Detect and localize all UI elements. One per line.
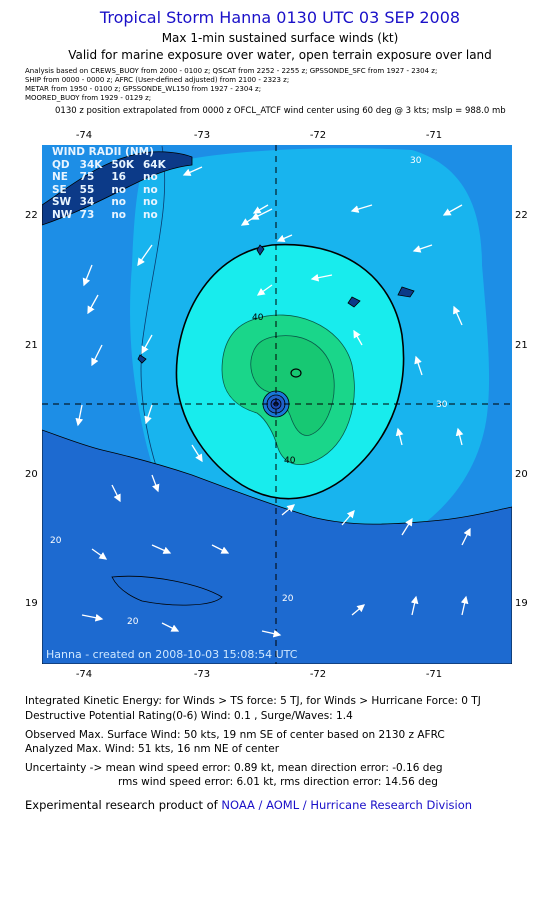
contour-label: 30: [436, 400, 448, 410]
contour-label: 20: [282, 594, 294, 604]
lat-label-left: 20: [25, 469, 38, 480]
product-prefix: Experimental research product of: [25, 798, 218, 812]
wind-radii-row: SE 55 no no: [52, 184, 171, 197]
map-subtitle: Max 1-min sustained surface winds (kt): [161, 31, 399, 45]
lon-label-bottom: -71: [425, 669, 443, 680]
quadrant: NE: [52, 171, 68, 183]
lon-label-top: -73: [193, 130, 211, 141]
radius-50k: 16: [111, 171, 126, 183]
radius-50k: no: [111, 196, 127, 208]
wind-vectors: [75, 166, 471, 638]
radius-34k: 34: [79, 196, 95, 208]
wind-radii-header-row: QD 34K 50K 64K: [52, 159, 171, 172]
lon-label-bottom: -74: [75, 669, 93, 680]
lat-label-left: 21: [25, 340, 38, 351]
lat-label-right: 19: [515, 598, 528, 609]
quadrant: SE: [52, 183, 67, 196]
contour-label: 20: [50, 536, 62, 546]
col-header: 50K: [111, 158, 135, 171]
organization-link[interactable]: NOAA / AOML / Hurricane Research Divisio…: [221, 798, 473, 812]
ike-line: Integrated Kinetic Energy: for Winds > T…: [25, 695, 481, 707]
wind-field-map: 30 40 40 20 20 20 30: [42, 145, 512, 664]
lon-label-bottom: -72: [309, 669, 327, 680]
analysis-line-3: METAR from 1950 - 0100 z; GPSSONDE_WL150…: [25, 85, 262, 93]
radius-34k: 75: [79, 171, 95, 183]
radius-64k: no: [142, 171, 158, 183]
observed-max-wind: Observed Max. Surface Wind: 50 kts, 19 n…: [25, 729, 445, 741]
lat-label-right: 22: [515, 210, 528, 221]
wind-radii-row: NW 73 no no: [52, 209, 171, 222]
analysis-line-4: MOORED_BUOY from 1929 - 0129 z;: [25, 94, 152, 102]
radius-64k: no: [142, 183, 158, 196]
lat-label-left: 22: [25, 210, 38, 221]
position-note: 0130 z position extrapolated from 0000 z…: [55, 106, 506, 116]
analysis-line-2: SHIP from 0000 - 0000 z; AFRC (User-defi…: [25, 76, 290, 84]
lon-label-top: -71: [425, 130, 443, 141]
contour-label: 30: [410, 156, 422, 166]
wind-band-45-50: [250, 335, 335, 436]
contour-label: 40: [284, 456, 296, 466]
radius-34k: 73: [79, 208, 95, 221]
radius-64k: no: [142, 208, 158, 221]
contour-label: 20: [127, 617, 139, 627]
radius-50k: no: [111, 208, 127, 221]
wind-radii-row: SW 34 no no: [52, 196, 171, 209]
product-credit: Experimental research product of NOAA / …: [25, 798, 472, 812]
col-header: 64K: [142, 158, 166, 171]
creation-credit: Hanna - created on 2008-10-03 15:08:54 U…: [46, 648, 298, 661]
analyzed-max-wind: Analyzed Max. Wind: 51 kts, 16 nm NE of …: [25, 743, 280, 755]
radius-64k: no: [142, 196, 158, 208]
col-header: QD: [52, 158, 70, 171]
contour-label: 40: [252, 313, 264, 323]
analysis-line-1: Analysis based on CREWS_BUOY from 2000 -…: [25, 67, 438, 75]
wind-radii-title: WIND RADII (NM): [52, 146, 154, 158]
lat-label-left: 19: [25, 598, 38, 609]
land-masses: [42, 151, 512, 664]
lon-label-top: -74: [75, 130, 93, 141]
max-wind-ring: [290, 368, 302, 378]
col-header: 34K: [79, 158, 103, 171]
dpr-line: Destructive Potential Rating(0-6) Wind: …: [25, 710, 353, 722]
quadrant: NW: [52, 208, 73, 221]
wind-radii-table: WIND RADII (NM) QD 34K 50K 64K NE 75 16 …: [52, 146, 171, 221]
wind-radii-row: NE 75 16 no: [52, 171, 171, 184]
lon-label-bottom: -73: [193, 669, 211, 680]
uncertainty-line-2: rms wind speed error: 6.01 kt, rms direc…: [118, 776, 438, 788]
lat-label-right: 21: [515, 340, 528, 351]
lat-label-right: 20: [515, 469, 528, 480]
radius-50k: no: [111, 183, 127, 196]
quadrant: SW: [52, 196, 72, 208]
radius-34k: 55: [79, 183, 95, 196]
uncertainty-line-1: Uncertainty -> mean wind speed error: 0.…: [25, 762, 443, 774]
validity-note: Valid for marine exposure over water, op…: [68, 48, 492, 62]
lon-label-top: -72: [309, 130, 327, 141]
map-title: Tropical Storm Hanna 0130 UTC 03 SEP 200…: [99, 8, 461, 27]
